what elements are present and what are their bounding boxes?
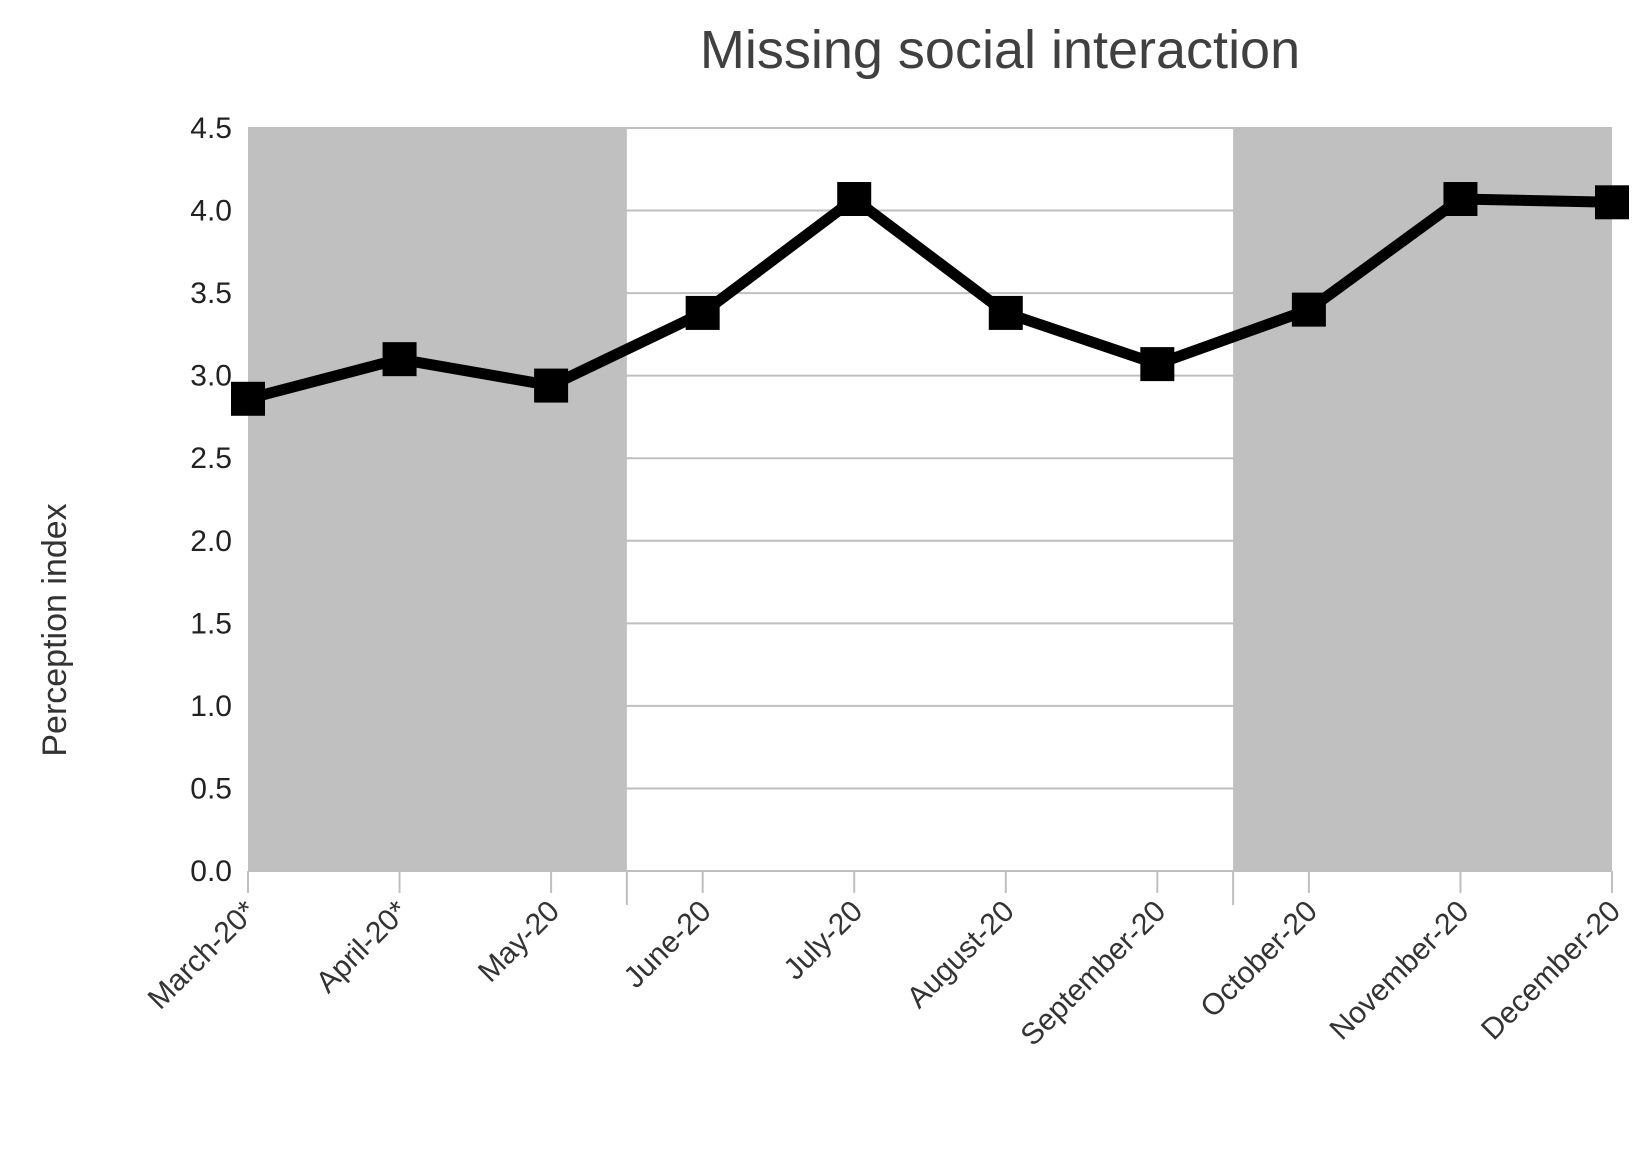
x-tick-label: August-20 [901,895,1021,1015]
data-point-marker [1291,292,1326,327]
y-tick-label: 1.0 [190,690,232,723]
x-tick-label: June-20 [618,895,718,995]
data-point-marker [382,342,417,377]
y-tick-label: 0.0 [190,855,232,888]
data-point-marker [837,181,872,216]
data-point-marker [534,368,569,403]
data-point-marker [988,295,1023,330]
y-tick-labels: 0.0 0.5 1.0 1.5 2.0 2.5 3.0 3.5 4.0 4.5 [190,112,232,888]
data-point-marker [1595,185,1629,220]
shaded-period-1 [248,128,627,871]
x-tick-label: September-20 [1015,895,1173,1053]
x-tick-label: April-20* [310,894,415,999]
y-tick-label: 1.5 [190,607,232,640]
x-tick-labels: March-20* April-20* May-20 June-20 July-20 Au… [142,894,1627,1052]
shaded-periods [248,128,1612,871]
data-point-marker [685,295,720,330]
x-tick-label: October-20 [1194,895,1323,1024]
x-tick-label: July-20 [777,895,869,987]
data-point-marker [231,381,265,416]
y-tick-label: 0.5 [190,772,232,805]
axes [247,870,1613,905]
x-tick-label: December-20 [1475,895,1627,1047]
data-series [231,181,1629,416]
x-tick-label: May-20 [472,895,566,989]
x-tick-label: March-20* [142,894,263,1015]
chart-title: Missing social interaction [700,20,1300,80]
y-tick-label: 2.5 [190,442,232,475]
y-tick-label: 2.0 [190,525,232,558]
series-line [242,193,1618,405]
y-tick-label: 4.5 [190,112,232,145]
x-tick-label: November-20 [1324,895,1476,1047]
shaded-period-2 [1233,128,1612,871]
data-point-marker [1140,347,1175,382]
y-tick-label: 3.0 [190,360,232,393]
y-tick-label: 3.5 [190,277,232,310]
gridlines [248,127,1612,872]
y-axis-title: Perception index [36,503,74,756]
y-tick-label: 4.0 [190,195,232,228]
data-point-marker [1443,181,1478,216]
